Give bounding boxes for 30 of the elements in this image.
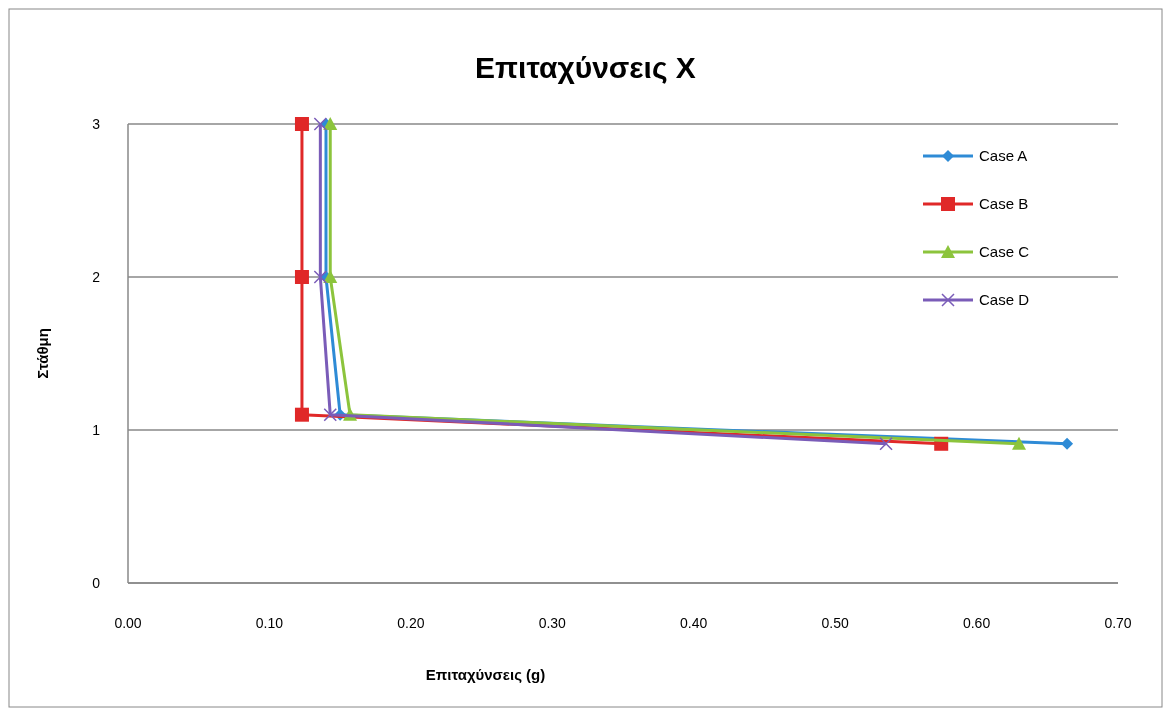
- y-tick-label: 1: [92, 422, 101, 438]
- point: [294, 117, 309, 131]
- legend-label: Case C: [979, 243, 1030, 260]
- legend-label: Case A: [979, 147, 1028, 164]
- x-tick-label: 0.10: [255, 615, 284, 631]
- x-tick-label: 0.70: [1104, 615, 1132, 631]
- x-tick-label: 0.30: [538, 615, 567, 631]
- point: [1012, 436, 1026, 450]
- x-tick-label: 0.00: [114, 615, 142, 631]
- point: [294, 270, 309, 284]
- x-tick-label: 0.50: [821, 615, 849, 631]
- point: [323, 270, 338, 283]
- chart-title: Επιταχύνσεις X: [475, 51, 696, 84]
- y-tick-label: 2: [92, 269, 101, 285]
- point: [294, 407, 309, 422]
- legend-label: Case D: [979, 291, 1030, 308]
- point: [313, 117, 328, 131]
- y-tick-label: 0: [92, 575, 101, 591]
- x-tick-label: 0.60: [962, 615, 991, 631]
- x-tick-label: 0.40: [680, 615, 708, 631]
- point: [879, 437, 893, 451]
- point: [323, 407, 337, 422]
- x-tick-label: 0.20: [397, 615, 425, 631]
- point: [1061, 437, 1074, 450]
- x-axis-title: Επιταχύνσεις (g): [425, 666, 546, 683]
- y-axis-title: Στάθμη: [34, 328, 51, 379]
- point: [313, 270, 328, 284]
- point: [323, 117, 338, 130]
- y-tick-label: 3: [92, 116, 101, 132]
- legend-label: Case B: [979, 195, 1029, 212]
